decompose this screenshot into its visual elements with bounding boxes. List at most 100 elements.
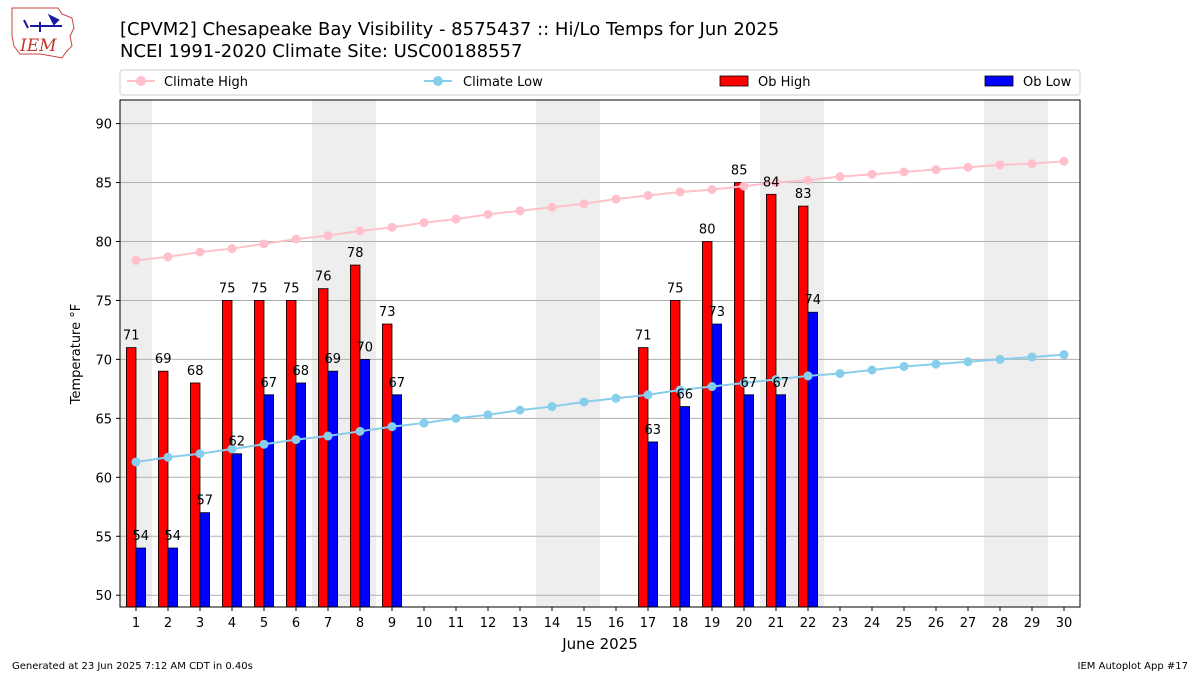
ob-high-bar [253, 300, 265, 608]
logo-text: IEM [19, 36, 57, 56]
x-tick-label: 27 [960, 616, 977, 631]
ob-low-bar [295, 382, 307, 608]
weekend-bands [120, 100, 1048, 607]
climate-high-point [291, 234, 301, 244]
ob-low-value-label: 63 [645, 423, 662, 438]
ob-high-value-label: 75 [251, 281, 268, 296]
chart-subtitle: NCEI 1991-2020 Climate Site: USC00188557 [120, 41, 522, 62]
ob-low-bar [647, 441, 659, 608]
bar-value-labels: 71 69 68 75 75 75 76 78 73 71 75 80 85 84 83 54 54 57 62 67… [123, 164, 821, 545]
ob-high-bar [670, 300, 681, 608]
ob-high-bar [126, 347, 137, 608]
x-tick-label: 20 [736, 616, 753, 631]
legend-label-climate-high: Climate High [164, 75, 248, 90]
legend-label-ob-high: Ob High [758, 75, 811, 90]
climate-high-point [899, 167, 909, 177]
climate-low-point [771, 374, 781, 384]
ob-low-value-label: 67 [389, 376, 406, 391]
legend-climate-high: Climate High [127, 75, 248, 90]
x-tick-label: 29 [1024, 616, 1041, 631]
footer-generated: Generated at 23 Jun 2025 7:12 AM CDT in … [12, 661, 253, 672]
climate-high-point [1059, 156, 1069, 166]
climate-high-point [163, 252, 173, 262]
x-tick-label: 25 [896, 616, 913, 631]
climate-high-point [579, 199, 589, 209]
y-axis-label: Temperature °F [69, 304, 84, 405]
climate-low-point [899, 361, 909, 371]
climate-low-point [963, 357, 973, 367]
climate-low-point [515, 405, 525, 415]
x-tick-label: 7 [324, 616, 332, 631]
climate-low-point [259, 439, 269, 449]
climate-high-point [483, 209, 493, 219]
ob-low-value-label: 54 [165, 529, 182, 544]
climate-high-point [675, 187, 685, 197]
ob-low-value-label: 66 [677, 388, 694, 403]
chart-title: [CPVM2] Chesapeake Bay Visibility - 8575… [120, 19, 779, 40]
climate-high-point [771, 178, 781, 188]
climate-high-point [707, 185, 717, 195]
weekend-band [984, 100, 1016, 607]
climate-high-line [135, 160, 1065, 262]
ob-low-bar [711, 323, 723, 608]
ob-low-bar [679, 406, 691, 608]
x-tick-label: 15 [576, 616, 593, 631]
x-tick-label: 13 [512, 616, 529, 631]
ob-low-bar [743, 394, 755, 608]
climate-low-point [163, 452, 173, 462]
ob-high-value-label: 78 [347, 246, 364, 261]
y-tick-label: 55 [95, 530, 112, 545]
x-tick-label: 12 [480, 616, 497, 631]
ob-high-value-label: 73 [379, 305, 396, 320]
ob-high-bar [638, 347, 649, 608]
y-tick-label: 60 [95, 471, 112, 486]
plot-frame [119, 99, 1081, 608]
climate-low-point [803, 371, 813, 381]
climate-high-point [611, 194, 621, 204]
climate-high-point [963, 162, 973, 172]
y-tick-label: 85 [95, 177, 112, 192]
x-tick-label: 30 [1056, 616, 1073, 631]
x-axis-ticks: 1 2 3 4 5 6 7 8 9 10 11 12 13 14 15 16 17 18 19 20 21 22 23 24 2… [132, 607, 1072, 631]
ob-low-value-label: 70 [357, 340, 374, 355]
y-tick-label: 65 [95, 412, 112, 427]
ob-high-value-label: 75 [283, 281, 300, 296]
climate-high-point [803, 175, 813, 185]
x-tick-label: 28 [992, 616, 1009, 631]
x-tick-label: 24 [864, 616, 881, 631]
climate-low-line [135, 353, 1065, 463]
ob-high-value-label: 75 [667, 281, 684, 296]
ob-low-bar [231, 453, 243, 608]
x-tick-label: 23 [832, 616, 849, 631]
climate-low-point [195, 449, 205, 459]
ob-low-bar [135, 547, 147, 608]
y-tick-label: 75 [95, 294, 112, 309]
ob-low-value-label: 74 [805, 293, 822, 308]
bar-series [126, 182, 819, 608]
climate-lines [131, 156, 1069, 467]
legend: Climate High Climate Low Ob High Ob Low [119, 69, 1081, 96]
legend-ob-low: Ob Low [984, 75, 1072, 90]
ob-high-bar [702, 241, 713, 608]
y-tick-label: 80 [95, 235, 112, 250]
climate-high-point [259, 239, 269, 249]
climate-low-point [451, 413, 461, 423]
climate-high-point [195, 247, 205, 257]
climate-low-point [291, 435, 301, 445]
climate-low-point [355, 426, 365, 436]
ob-low-value-label: 68 [293, 364, 310, 379]
x-tick-label: 9 [388, 616, 396, 631]
ob-low-value-label: 54 [133, 529, 150, 544]
ob-low-bar [807, 311, 819, 608]
legend-label-climate-low: Climate Low [463, 75, 543, 90]
climate-low-point [483, 410, 493, 420]
ob-low-bar [775, 394, 787, 608]
iem-logo: IEM [11, 7, 75, 59]
ob-high-value-label: 80 [699, 222, 716, 237]
climate-low-point [131, 457, 141, 467]
climate-low-point [387, 422, 397, 432]
ob-high-bar [349, 264, 361, 608]
ob-high-value-label: 83 [795, 187, 812, 202]
footer-app: IEM Autoplot App #17 [1078, 661, 1188, 672]
